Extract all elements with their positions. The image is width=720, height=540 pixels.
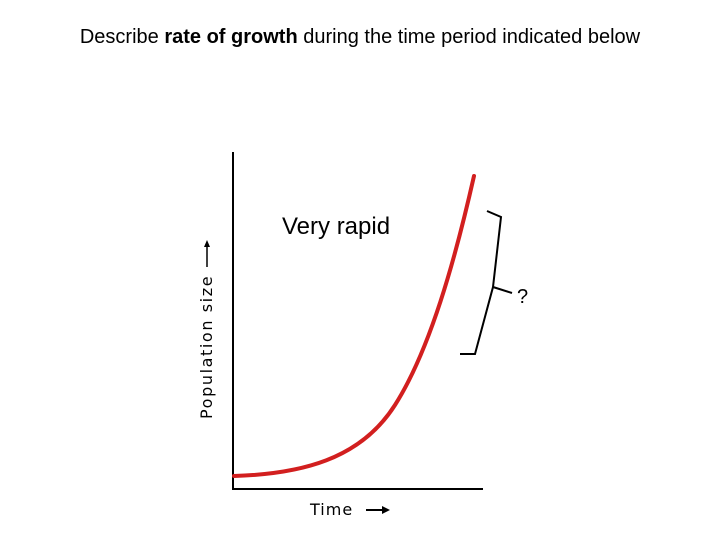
annotation-very-rapid: Very rapid	[282, 213, 390, 240]
title-emphasis: rate of growth	[164, 26, 298, 48]
growth-curve	[232, 174, 476, 478]
bracket-question-label: ?	[517, 286, 528, 308]
bracket-pointer	[492, 286, 513, 294]
y-axis-arrow-icon	[204, 240, 210, 247]
slide-title: Describe rate of growth during the time …	[0, 26, 720, 49]
y-axis-label: Population size	[197, 275, 216, 419]
x-axis-label: Time	[309, 500, 353, 519]
title-prefix: Describe	[79, 26, 165, 48]
x-axis-arrow-icon	[382, 506, 390, 514]
time-period-bracket	[460, 210, 503, 355]
title-suffix: during the time period indicated below	[297, 26, 641, 48]
